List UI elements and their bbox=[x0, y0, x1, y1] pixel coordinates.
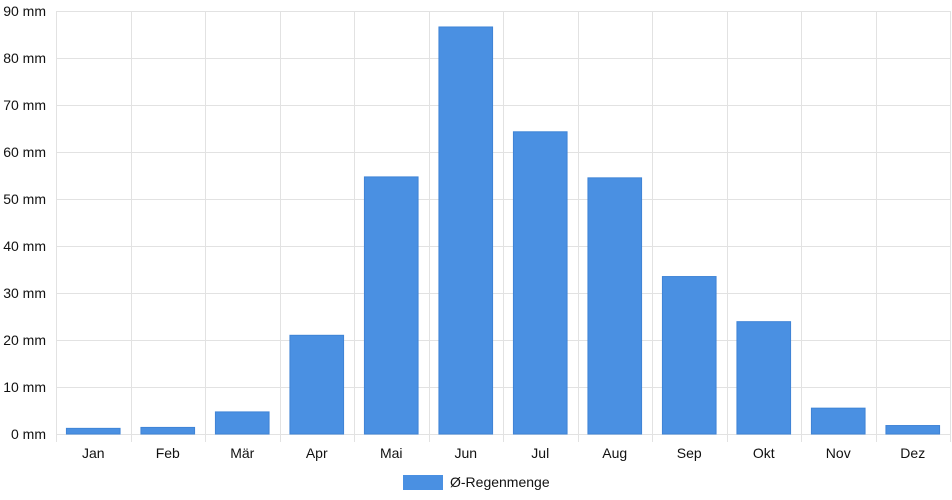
x-tick-label: Jul bbox=[531, 445, 549, 461]
y-axis-tick-labels: 0 mm 10 mm 20 mm 30 mm 40 mm 50 mm 60 mm 70 mm 8… bbox=[3, 3, 46, 442]
bar-okt[interactable] bbox=[736, 321, 792, 435]
x-tick-label: Mai bbox=[380, 445, 403, 461]
bar-mär[interactable] bbox=[214, 411, 270, 435]
bar-mai[interactable] bbox=[363, 176, 419, 435]
bar-jan[interactable] bbox=[65, 427, 121, 435]
y-tick-label: 10 mm bbox=[3, 379, 46, 395]
bar-nov[interactable] bbox=[810, 407, 866, 435]
y-tick-label: 60 mm bbox=[3, 144, 46, 160]
bar-sep[interactable] bbox=[661, 276, 717, 435]
y-tick-label: 80 mm bbox=[3, 50, 46, 66]
legend-swatch bbox=[403, 475, 443, 490]
x-tick-label: Mär bbox=[230, 445, 254, 461]
grid bbox=[56, 11, 951, 442]
x-tick-label: Okt bbox=[753, 445, 775, 461]
bar-dez[interactable] bbox=[885, 425, 941, 435]
y-tick-label: 70 mm bbox=[3, 97, 46, 113]
legend-label: Ø-Regenmenge bbox=[450, 474, 550, 490]
y-tick-label: 30 mm bbox=[3, 285, 46, 301]
y-tick-label: 0 mm bbox=[11, 426, 46, 442]
y-tick-label: 40 mm bbox=[3, 238, 46, 254]
bar-jun[interactable] bbox=[438, 26, 494, 435]
x-tick-label: Nov bbox=[826, 445, 851, 461]
x-tick-label: Jun bbox=[454, 445, 477, 461]
bar-jul[interactable] bbox=[512, 131, 568, 435]
bar-apr[interactable] bbox=[289, 334, 345, 435]
x-tick-label: Feb bbox=[156, 445, 180, 461]
x-tick-label: Sep bbox=[677, 445, 702, 461]
y-tick-label: 90 mm bbox=[3, 3, 46, 19]
y-tick-label: 50 mm bbox=[3, 191, 46, 207]
x-tick-label: Jan bbox=[82, 445, 105, 461]
x-axis-tick-labels: Jan Feb Mär Apr Mai Jun Jul Aug Sep Okt Nov Dez bbox=[82, 445, 925, 461]
y-tick-label: 20 mm bbox=[3, 332, 46, 348]
bars bbox=[65, 26, 941, 435]
x-tick-label: Apr bbox=[306, 445, 328, 461]
x-tick-label: Dez bbox=[900, 445, 925, 461]
bar-feb[interactable] bbox=[140, 426, 196, 435]
bar-aug[interactable] bbox=[587, 177, 643, 435]
legend[interactable]: Ø-Regenmenge bbox=[403, 474, 550, 490]
x-tick-label: Aug bbox=[602, 445, 627, 461]
